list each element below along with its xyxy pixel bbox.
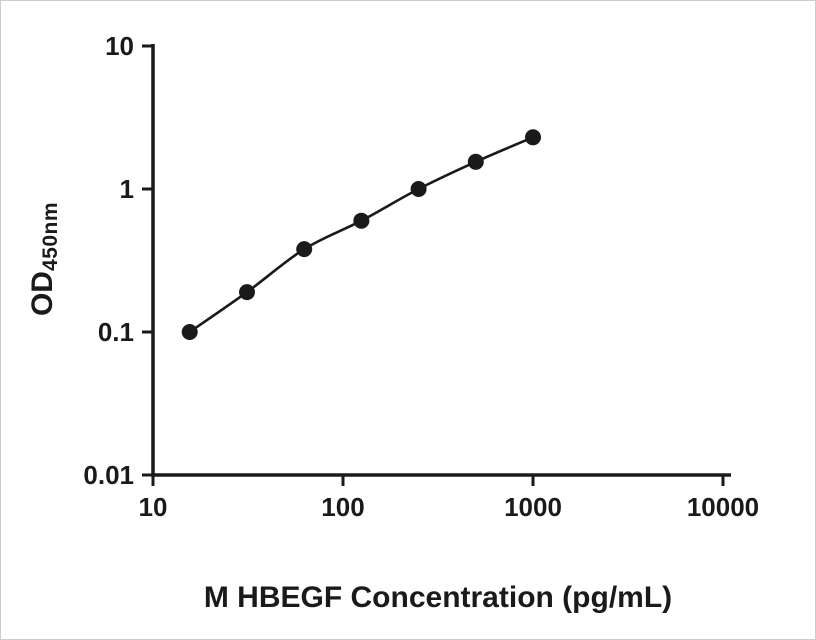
y-axis-title-main: OD — [26, 271, 59, 317]
y-axis-title-subscript: 450nm — [39, 201, 62, 272]
data-point — [181, 324, 198, 340]
y-tick-label: 0.01 — [83, 460, 134, 490]
data-point — [239, 284, 255, 301]
y-tick-label: 10 — [105, 31, 134, 61]
x-tick-label: 10 — [139, 492, 168, 522]
y-tick-label: 0.1 — [98, 317, 134, 347]
data-point — [467, 153, 484, 170]
data-point — [353, 212, 370, 229]
x-tick-label: 1000 — [504, 492, 562, 522]
x-tick-label: 10000 — [687, 492, 759, 522]
x-axis-title: M HBEGF Concentration (pg/mL) — [203, 581, 673, 614]
y-axis-title: OD450nm — [23, 109, 63, 409]
data-point — [525, 129, 541, 146]
x-tick-label: 100 — [321, 492, 364, 522]
data-point — [410, 181, 427, 197]
y-tick-label: 1 — [120, 174, 134, 204]
data-point — [296, 241, 313, 258]
axes-frame — [151, 44, 731, 477]
